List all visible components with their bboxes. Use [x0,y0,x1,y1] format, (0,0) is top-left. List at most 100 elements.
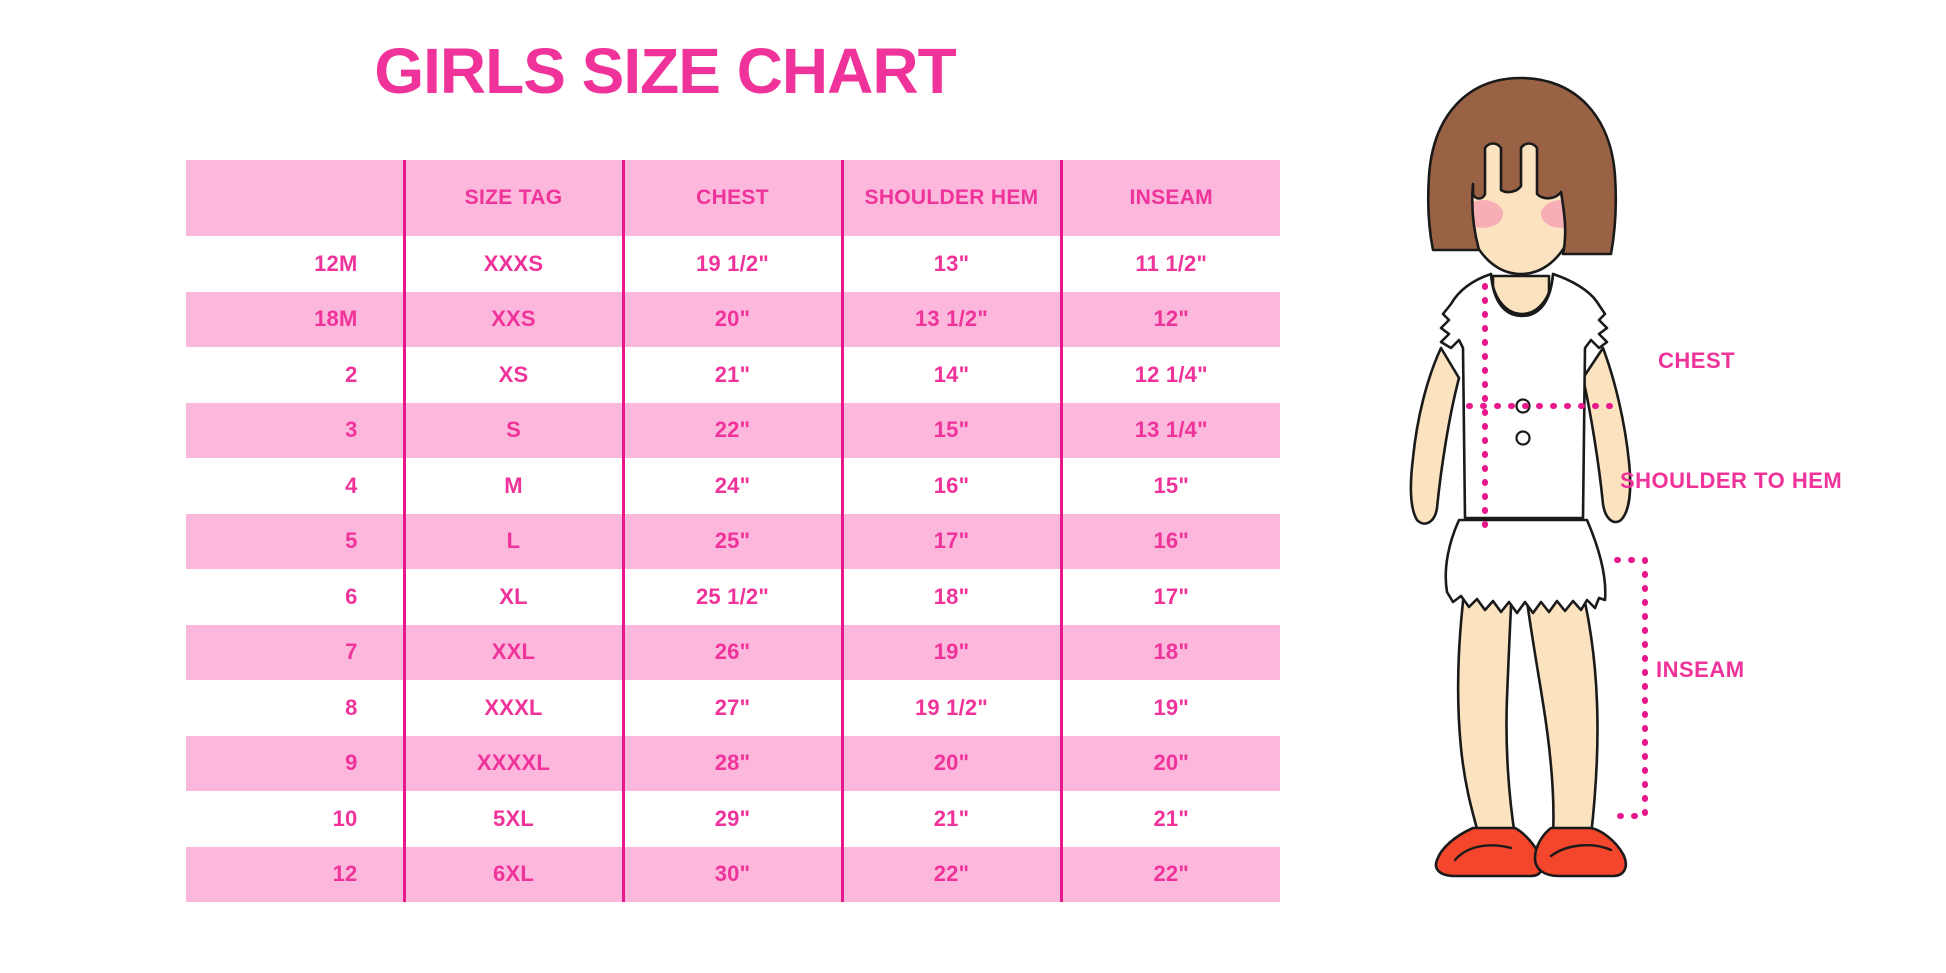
table-header: SIZE TAG CHEST SHOULDER HEM INSEAM [186,160,1280,236]
cell-size-tag: XXXL [402,680,623,736]
cell-shoulder-hem: 21" [840,791,1061,847]
table-row: 18M XXS 20" 13 1/2" 12" [186,291,1280,347]
cell-inseam: 22" [1059,846,1280,902]
cell-shoulder-hem: 16" [840,458,1061,514]
size-table: SIZE TAG CHEST SHOULDER HEM INSEAM 12M XX… [186,160,1280,902]
cell-shoulder-hem: 18" [840,569,1061,625]
neckline [1489,272,1555,318]
table-row: 4 M 24" 16" 15" [186,458,1280,514]
cell-inseam: 11 1/2" [1059,236,1280,292]
cell-size: 3 [186,402,404,458]
skirt [1444,518,1607,615]
column-header-size [186,160,404,236]
measurement-lines [1466,283,1648,819]
cell-chest: 26" [621,624,842,680]
table-row: 6 XL 25 1/2" 18" 17" [186,569,1280,625]
cell-size: 5 [186,513,404,569]
cell-shoulder-hem: 13 1/2" [840,291,1061,347]
cell-size-tag: 5XL [402,791,623,847]
cell-chest: 29" [621,791,842,847]
size-table-container: SIZE TAG CHEST SHOULDER HEM INSEAM 12M XX… [186,160,1280,902]
cell-chest: 20" [621,291,842,347]
cell-size: 12M [186,236,404,292]
page-title: GIRLS SIZE CHART [374,35,956,107]
cell-shoulder-hem: 15" [840,402,1061,458]
cell-size-tag: XXXXL [402,735,623,791]
cell-shoulder-hem: 19 1/2" [840,680,1061,736]
cell-size-tag: L [402,513,623,569]
cell-inseam: 21" [1059,791,1280,847]
cell-size: 7 [186,624,404,680]
column-header-inseam: INSEAM [1059,160,1280,236]
table-row: 8 XXXL 27" 19 1/2" 19" [186,680,1280,736]
right-shoe-strap [1549,844,1613,858]
cell-chest: 22" [621,402,842,458]
cell-shoulder-hem: 17" [840,513,1061,569]
cell-chest: 30" [621,846,842,902]
cell-inseam: 20" [1059,735,1280,791]
top-bodice [1439,272,1609,520]
cell-inseam: 17" [1059,569,1280,625]
cell-inseam: 13 1/4" [1059,402,1280,458]
cell-size: 18M [186,291,404,347]
cell-size-tag: XS [402,347,623,403]
callout-label-inseam: INSEAM [1656,657,1745,682]
table-row: 7 XXL 26" 19" 18" [186,624,1280,680]
cell-shoulder-hem: 14" [840,347,1061,403]
cell-chest: 24" [621,458,842,514]
cell-shoulder-hem: 20" [840,735,1061,791]
cell-size-tag: XXL [402,624,623,680]
table-row: 5 L 25" 17" 16" [186,513,1280,569]
button-lower [1515,430,1531,446]
cell-inseam: 16" [1059,513,1280,569]
cell-size-tag: M [402,458,623,514]
cell-size: 12 [186,846,404,902]
left-shoe-strap [1453,844,1513,862]
callout-label-shoulder-to-hem: SHOULDER TO HEM [1620,468,1843,493]
cell-inseam: 18" [1059,624,1280,680]
cell-size-tag: XXXS [402,236,623,292]
left-arm [1409,346,1461,525]
column-header-chest: CHEST [621,160,842,236]
right-shoe [1533,826,1627,878]
cell-size-tag: S [402,402,623,458]
cell-chest: 25 1/2" [621,569,842,625]
cell-inseam: 12" [1059,291,1280,347]
cell-size-tag: XXS [402,291,623,347]
cell-shoulder-hem: 22" [840,846,1061,902]
table-header-row: SIZE TAG CHEST SHOULDER HEM INSEAM [186,160,1280,236]
cell-size-tag: XL [402,569,623,625]
table-row: 3 S 22" 15" 13 1/4" [186,402,1280,458]
table-row: 10 5XL 29" 21" 21" [186,791,1280,847]
girl-figure-illustration [1355,48,1685,878]
right-arm [1581,346,1632,524]
cell-chest: 28" [621,735,842,791]
table-body: 12M XXXS 19 1/2" 13" 11 1/2" 18M XXS 20" 13 1/2"… [186,236,1280,902]
table-row: 12 6XL 30" 22" 22" [186,846,1280,902]
cell-size: 4 [186,458,404,514]
callout-label-chest: CHEST [1658,348,1736,373]
cell-size-tag: 6XL [402,846,623,902]
cell-inseam: 19" [1059,680,1280,736]
cell-size: 9 [186,735,404,791]
cell-shoulder-hem: 13" [840,236,1061,292]
table-row: 2 XS 21" 14" 12 1/4" [186,347,1280,403]
table-row: 12M XXXS 19 1/2" 13" 11 1/2" [186,236,1280,292]
cell-chest: 25" [621,513,842,569]
cell-size: 2 [186,347,404,403]
left-shoe [1434,826,1544,878]
column-header-shoulder-hem: SHOULDER HEM [840,160,1061,236]
cell-chest: 19 1/2" [621,236,842,292]
cell-size: 8 [186,680,404,736]
inseam-measure-bracket [1614,557,1648,819]
hair [1426,76,1618,256]
cell-chest: 27" [621,680,842,736]
cell-inseam: 12 1/4" [1059,347,1280,403]
cell-size: 10 [186,791,404,847]
cell-shoulder-hem: 19" [840,624,1061,680]
table-row: 9 XXXXL 28" 20" 20" [186,735,1280,791]
cell-chest: 21" [621,347,842,403]
cell-size: 6 [186,569,404,625]
column-header-size-tag: SIZE TAG [402,160,623,236]
